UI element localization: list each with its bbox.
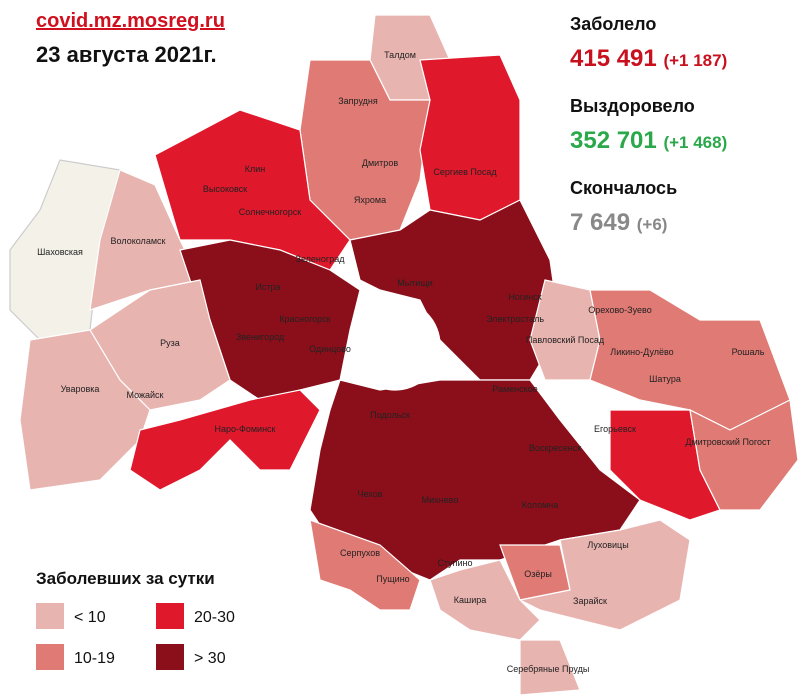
moscow xyxy=(349,299,441,391)
stat-value: 415 491 (+1 187) xyxy=(570,45,727,72)
legend-swatch xyxy=(156,603,184,629)
place-label: Раменское xyxy=(492,384,537,394)
place-label: Ликино-Дулёво xyxy=(610,347,673,357)
place-label: Зеленоград xyxy=(296,254,346,264)
region xyxy=(429,559,541,641)
place-label: Звенигород xyxy=(236,332,285,342)
place-labels: Талдом Запрудня Дмитров Яхрома Сергиев П… xyxy=(37,50,771,674)
place-label: Яхрома xyxy=(354,195,386,205)
place-label: Руза xyxy=(160,338,180,348)
place-label: Одинцово xyxy=(309,344,351,354)
stat-delta: (+1 187) xyxy=(663,51,727,70)
stat-value: 352 701 (+1 468) xyxy=(570,127,727,154)
stat-label: Скончалось xyxy=(570,178,677,198)
place-label: Талдом xyxy=(384,50,416,60)
regions xyxy=(9,14,799,695)
stat-value: 7 649 (+6) xyxy=(570,209,667,236)
region xyxy=(309,519,421,611)
place-label: Солнечногорск xyxy=(239,207,301,217)
place-label: Егорьевск xyxy=(594,424,636,434)
site-link[interactable]: covid.mz.mosreg.ru xyxy=(36,10,225,32)
place-label: Серебряные Пруды xyxy=(507,664,590,674)
stat-number: 415 491 xyxy=(570,45,657,72)
legend-title: Заболевших за сутки xyxy=(36,569,215,588)
legend-swatch xyxy=(36,603,64,629)
place-label: Орехово-Зуево xyxy=(588,305,651,315)
place-label: Наро-Фоминск xyxy=(215,424,276,434)
stat-delta: (+1 468) xyxy=(663,133,727,152)
place-label: Чехов xyxy=(358,489,383,499)
stat-label: Заболело xyxy=(570,14,656,34)
region xyxy=(519,639,581,695)
place-label: Серпухов xyxy=(340,548,380,558)
place-label: Можайск xyxy=(127,390,164,400)
legend-label: < 10 xyxy=(74,609,106,626)
region xyxy=(518,519,691,631)
place-label: Ступино xyxy=(437,558,472,568)
place-label: Шатура xyxy=(649,374,681,384)
place-label: Дмитров xyxy=(362,158,398,168)
place-label: Воскресенск xyxy=(529,443,581,453)
place-label: Коломна xyxy=(522,500,559,510)
stat-label: Выздоровело xyxy=(570,96,695,116)
place-label: Павловский Посад xyxy=(526,335,605,345)
place-label: Подольск xyxy=(370,410,410,420)
place-label: Клин xyxy=(245,164,266,174)
place-label: Мытищи xyxy=(397,278,433,288)
place-label: Шаховская xyxy=(37,247,83,257)
region xyxy=(689,399,799,511)
legend-label: > 30 xyxy=(194,650,226,667)
place-label: Электросталь xyxy=(486,314,544,324)
place-label: Красногорск xyxy=(279,314,330,324)
place-label: Высоковск xyxy=(203,184,247,194)
stat-delta: (+6) xyxy=(637,215,668,234)
region xyxy=(154,109,351,271)
legend-swatch xyxy=(156,644,184,670)
stat-number: 352 701 xyxy=(570,127,657,154)
place-label: Волоколамск xyxy=(111,236,166,246)
place-label: Михнево xyxy=(422,495,459,505)
region xyxy=(419,54,521,221)
stat-number: 7 649 xyxy=(570,209,630,236)
place-label: Луховицы xyxy=(587,540,628,550)
legend-label: 10-19 xyxy=(74,650,115,667)
place-label: Дмитровский Погост xyxy=(685,437,770,447)
date: 23 августа 2021г. xyxy=(36,42,217,67)
place-label: Пущино xyxy=(376,574,409,584)
legend: Заболевших за сутки < 10 10-19 20-30 > 3… xyxy=(36,569,235,670)
place-label: Уваровка xyxy=(61,384,100,394)
place-label: Сергиев Посад xyxy=(433,167,497,177)
place-label: Озёры xyxy=(524,569,552,579)
place-label: Зарайск xyxy=(573,596,607,606)
place-label: Кашира xyxy=(454,595,487,605)
place-label: Запрудня xyxy=(338,96,378,106)
legend-label: 20-30 xyxy=(194,609,235,626)
place-label: Истра xyxy=(255,282,280,292)
legend-swatch xyxy=(36,644,64,670)
place-label: Рошаль xyxy=(732,347,765,357)
region xyxy=(129,389,321,491)
place-label: Ногинск xyxy=(508,292,541,302)
